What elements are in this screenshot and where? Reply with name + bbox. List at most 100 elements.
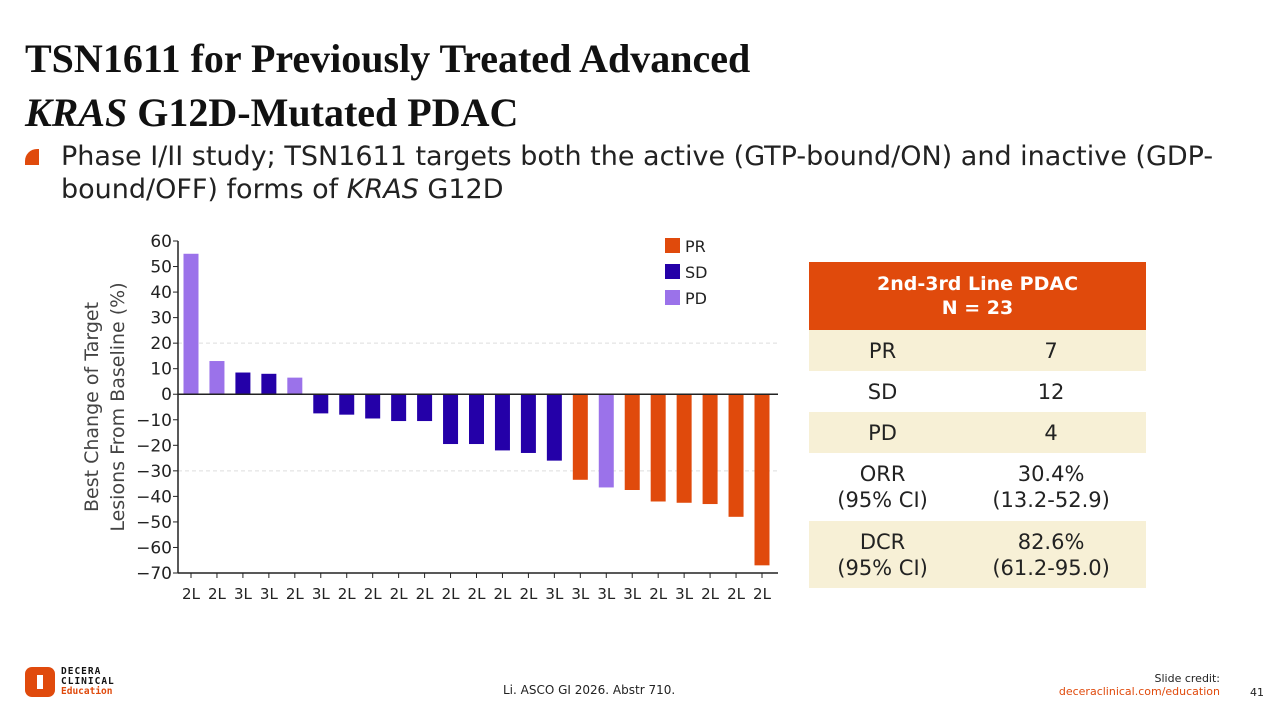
bar-sd <box>235 372 251 395</box>
row-value: 30.4% (13.2-52.9) <box>956 453 1146 521</box>
bullet-marker-icon <box>25 149 39 165</box>
y-tick-label: −30 <box>136 462 172 482</box>
y-tick-label: −20 <box>136 436 172 456</box>
row-value: 12 <box>1037 379 1065 404</box>
bullet-text: Phase I/II study; TSN1611 targets both t… <box>25 140 1261 206</box>
x-tick-label: 2L <box>364 585 383 603</box>
bar-pr <box>650 394 666 502</box>
y-tick-label: 0 <box>161 385 172 405</box>
bar-sd <box>520 394 536 453</box>
bar-sd <box>494 394 510 451</box>
row-value: 4 <box>956 412 1146 453</box>
x-tick-label: 3L <box>545 585 564 603</box>
row-value: 7 <box>956 330 1146 371</box>
y-tick-label: 40 <box>150 283 172 303</box>
bar-sd <box>443 394 459 445</box>
legend-swatch-pr <box>665 238 680 253</box>
bar-sd <box>339 394 355 415</box>
logo-text-1: DECERA <box>61 666 102 677</box>
dcr-label: DCR <box>859 529 906 554</box>
legend-swatch-sd <box>665 264 680 279</box>
y-tick-label: 20 <box>150 334 172 354</box>
table-row: SD 12 <box>809 371 1146 412</box>
credit-label: Slide credit: <box>1154 672 1221 685</box>
x-tick-label: 2L <box>753 585 772 603</box>
credit-link[interactable]: deceraclinical.com/education <box>1058 685 1220 698</box>
bar-pr <box>754 394 770 566</box>
bar-pr <box>624 394 640 490</box>
x-tick-label: 3L <box>312 585 331 603</box>
logo-text-2: CLINICAL <box>61 676 115 687</box>
row-label: PD <box>809 412 957 453</box>
row-label: DCR (95% CI) <box>809 521 957 588</box>
y-tick-label: 50 <box>150 258 172 278</box>
orr-sub: (95% CI) <box>837 488 928 512</box>
x-tick-label: 3L <box>260 585 279 603</box>
bar-pd <box>183 253 199 395</box>
waterfall-chart: 60 50 40 30 20 10 0 −10 −20 −30 −40 −50 −60 −70 2L 2L 3L… <box>136 232 778 603</box>
x-tick-label: 2L <box>416 585 435 603</box>
x-tick-label: 2L <box>701 585 720 603</box>
row-label: PR <box>809 330 957 371</box>
table-row: ORR (95% CI) 30.4% (13.2-52.9) <box>809 453 1146 521</box>
dcr-ci: (61.2-95.0) <box>992 555 1110 580</box>
bar-sd <box>546 394 562 461</box>
table-header-title: 2nd-3rd Line PDAC <box>876 273 1079 295</box>
page-number: 41 <box>1250 686 1264 699</box>
table-row: PD 4 <box>809 412 1146 453</box>
bullet-part2: G12D <box>418 174 504 205</box>
orr-value: 30.4% <box>1017 462 1085 486</box>
y-tick-label: −60 <box>136 538 172 558</box>
x-tick-label: 2L <box>468 585 487 603</box>
x-tick-label: 2L <box>494 585 513 603</box>
row-label: SD <box>867 379 898 404</box>
legend-swatch-pd <box>665 290 680 305</box>
x-tick-label: 2L <box>286 585 305 603</box>
bar-pr <box>728 394 744 517</box>
y-tick-label: −10 <box>136 411 172 431</box>
y-tick-label: 60 <box>150 232 172 252</box>
x-tick-label: 3L <box>675 585 694 603</box>
legend-label: PD <box>685 289 707 308</box>
x-tick-label: 3L <box>623 585 642 603</box>
y-label-line2: Lesions From Baseline (%) <box>107 282 129 532</box>
x-tick-label: 2L <box>442 585 461 603</box>
row-label: ORR (95% CI) <box>809 453 956 521</box>
title-rest: G12D-Mutated PDAC <box>127 90 519 135</box>
citation: Li. ASCO GI 2026. Abstr 710. <box>503 683 676 697</box>
y-tick-label: 10 <box>150 360 172 380</box>
x-tick-label: 3L <box>597 585 616 603</box>
x-tick-label: 2L <box>390 585 409 603</box>
table-row: DCR (95% CI) 82.6% (61.2-95.0) <box>809 521 1146 588</box>
x-tick-label: 2L <box>519 585 538 603</box>
x-tick-label: 2L <box>338 585 357 603</box>
dcr-sub: (95% CI) <box>837 555 928 580</box>
bar-sd <box>313 394 329 414</box>
bar-pr <box>572 394 588 480</box>
table-header-n: N = 23 <box>941 297 1014 319</box>
slide-title: TSN1611 for Previously Treated Advanced … <box>25 32 750 140</box>
dcr-value: 82.6% <box>1017 529 1085 554</box>
logo-mark-icon <box>25 667 55 697</box>
bar-pr <box>676 394 692 503</box>
table-row: PR 7 <box>809 330 1146 371</box>
x-tick-label: 2L <box>649 585 668 603</box>
y-tick-label: −50 <box>136 513 172 533</box>
slide-credit: Slide credit: deceraclinical.com/educatio… <box>1059 672 1220 698</box>
bar-sd <box>365 394 381 419</box>
x-tick-label: 2L <box>727 585 746 603</box>
y-tick-label: −40 <box>136 487 172 507</box>
row-value: 82.6% (61.2-95.0) <box>956 521 1146 588</box>
y-label-line1: Best Change of Target <box>81 301 103 513</box>
bullet-part1: Phase I/II study; TSN1611 targets both t… <box>61 141 1214 205</box>
bullet-gene: KRAS <box>346 174 419 205</box>
bar-sd <box>469 394 484 445</box>
x-tick-label: 3L <box>234 585 253 603</box>
y-tick-label: −70 <box>136 564 172 584</box>
title-line2: KRAS G12D-Mutated PDAC <box>25 86 750 140</box>
x-tick-label: 2L <box>208 585 227 603</box>
bar-sd <box>391 394 407 422</box>
bar-pd <box>209 361 225 395</box>
legend-label: SD <box>685 263 707 282</box>
y-tick-label: 30 <box>150 309 172 329</box>
